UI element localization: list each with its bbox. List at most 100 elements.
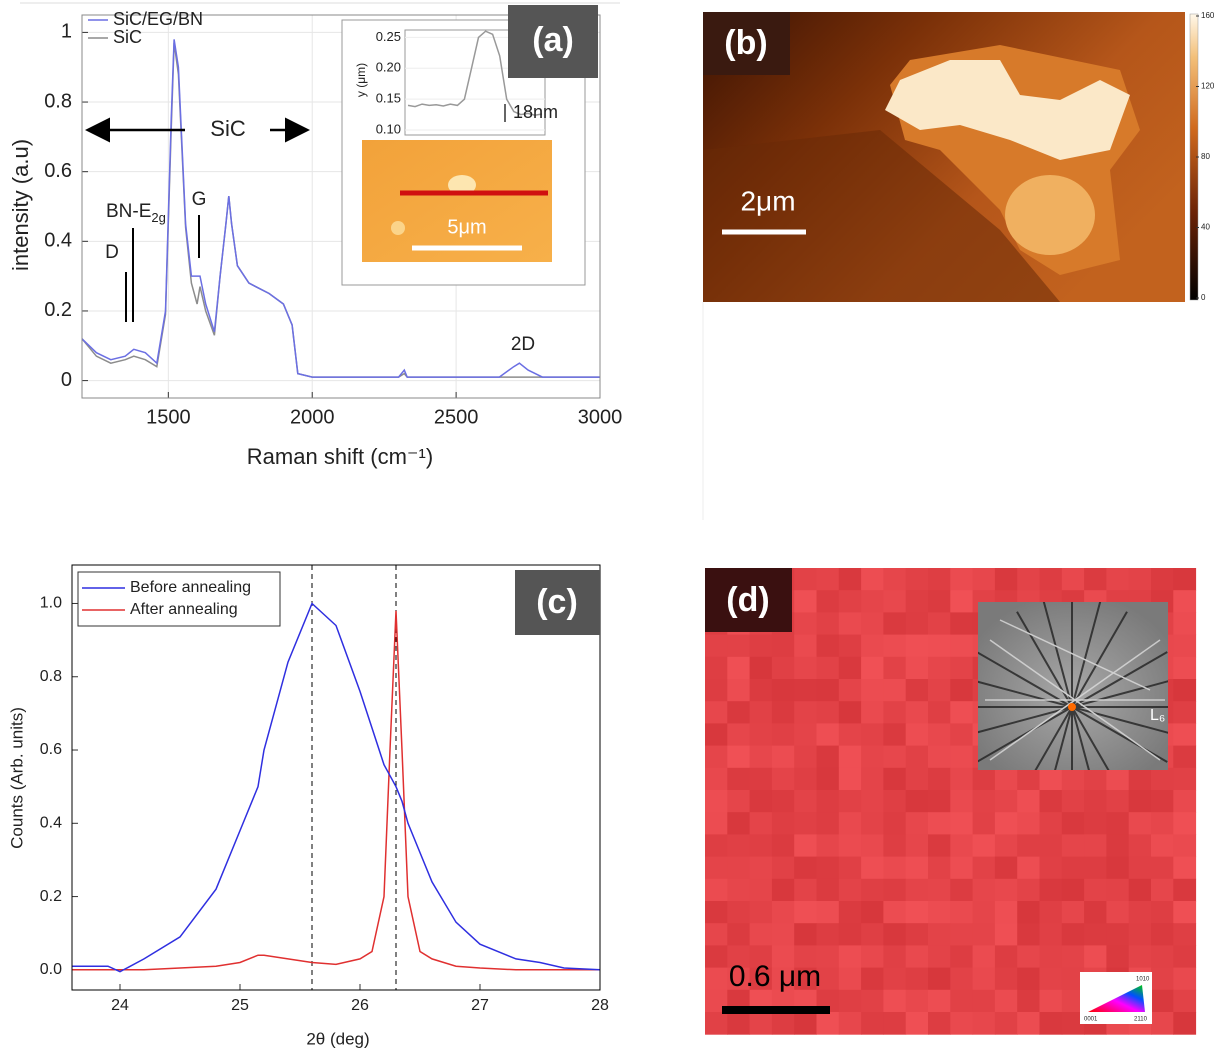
ebsd-pixel — [1106, 901, 1129, 924]
ebsd-pixel — [705, 857, 728, 880]
ebsd-pixel — [928, 812, 951, 835]
ebsd-pixel — [772, 635, 795, 658]
x-tick-label: 2000 — [290, 406, 335, 428]
ebsd-pixel — [1173, 990, 1196, 1013]
ebsd-pixel — [1173, 635, 1196, 658]
x-tick-label: 2500 — [434, 406, 479, 428]
colorbar-label: 40 — [1201, 223, 1210, 232]
ebsd-pixel — [995, 834, 1018, 857]
panel-label: (b) — [724, 24, 767, 62]
ebsd-pixel — [883, 990, 906, 1013]
ebsd-pixel — [705, 834, 728, 857]
y-tick-label: 0.4 — [40, 815, 62, 832]
ebsd-pixel — [794, 768, 817, 791]
ebsd-pixel — [861, 790, 884, 813]
ebsd-pixel — [928, 701, 951, 724]
y-tick-label: 0.10 — [376, 121, 401, 136]
ebsd-pixel — [883, 812, 906, 835]
ebsd-pixel — [772, 723, 795, 746]
ebsd-pixel — [1040, 568, 1063, 591]
ebsd-pixel — [928, 834, 951, 857]
ebsd-pixel — [973, 990, 996, 1013]
x-tick-label: 1500 — [146, 406, 191, 428]
ebsd-pixel — [950, 790, 973, 813]
ebsd-pixel — [995, 768, 1018, 791]
ebsd-pixel — [1084, 768, 1107, 791]
ebsd-pixel — [995, 990, 1018, 1013]
ebsd-pixel — [727, 790, 750, 813]
key-label: 2110 — [1134, 1017, 1148, 1023]
ebsd-pixel — [950, 1012, 973, 1035]
ebsd-pixel — [750, 790, 773, 813]
ebsd-pixel — [1151, 857, 1174, 880]
y-tick-label: 0.15 — [376, 91, 401, 106]
ebsd-pixel — [1017, 568, 1040, 591]
ebsd-pixel — [1173, 590, 1196, 613]
ebsd-pixel — [1040, 1012, 1063, 1035]
x-tick-label: 24 — [111, 997, 129, 1014]
ebsd-pixel — [883, 945, 906, 968]
ebsd-pixel — [995, 1012, 1018, 1035]
ebsd-pixel — [1062, 901, 1085, 924]
ebsd-pixel — [906, 612, 929, 635]
ebsd-pixel — [973, 879, 996, 902]
ebsd-pixel — [906, 679, 929, 702]
ebsd-pixel — [1040, 879, 1063, 902]
ebsd-pixel — [883, 679, 906, 702]
panel-label: (d) — [726, 581, 769, 619]
ebsd-pixel — [817, 679, 840, 702]
ebsd-pixel — [883, 790, 906, 813]
ebsd-pixel — [973, 834, 996, 857]
ebsd-pixel — [883, 768, 906, 791]
ebsd-pixel — [861, 612, 884, 635]
ebsd-pixel — [1084, 901, 1107, 924]
ebsd-pixel — [750, 879, 773, 902]
ebsd-pixel — [839, 879, 862, 902]
ebsd-pixel — [950, 968, 973, 991]
ebsd-pixel — [750, 901, 773, 924]
ebsd-pixel — [1106, 834, 1129, 857]
ebsd-pixel — [1017, 1012, 1040, 1035]
ebsd-pixel — [1040, 857, 1063, 880]
ebsd-pixel — [928, 612, 951, 635]
ebsd-pixel — [906, 746, 929, 769]
ebsd-pixel — [817, 612, 840, 635]
ebsd-pixel — [794, 679, 817, 702]
ebsd-pixel — [727, 923, 750, 946]
ebsd-pixel — [794, 857, 817, 880]
annotation: 2D — [511, 334, 535, 355]
ebsd-pixel — [1129, 857, 1152, 880]
ebsd-pixel — [839, 657, 862, 680]
ebsd-pixel — [861, 812, 884, 835]
pattern-center — [1068, 703, 1076, 711]
ebsd-pixel — [1129, 923, 1152, 946]
ebsd-pixel — [839, 635, 862, 658]
ebsd-pixel — [727, 679, 750, 702]
ebsd-pixel — [1129, 768, 1152, 791]
ebsd-pixel — [772, 857, 795, 880]
ebsd-pixel — [817, 635, 840, 658]
ebsd-pixel — [817, 901, 840, 924]
ebsd-pixel — [772, 923, 795, 946]
ebsd-pixel — [950, 679, 973, 702]
ebsd-pixel — [1151, 834, 1174, 857]
scale-label: 2μm — [740, 185, 795, 216]
ebsd-pixel — [839, 857, 862, 880]
ebsd-pixel — [928, 923, 951, 946]
ebsd-pixel — [950, 812, 973, 835]
ebsd-pixel — [1151, 990, 1174, 1013]
ebsd-pixel — [1106, 879, 1129, 902]
ebsd-pixel — [950, 701, 973, 724]
ebsd-pixel — [750, 812, 773, 835]
ebsd-pixel — [973, 857, 996, 880]
ebsd-pixel — [705, 679, 728, 702]
ebsd-pixel — [1017, 945, 1040, 968]
ebsd-pixel — [750, 857, 773, 880]
ebsd-pixel — [1151, 790, 1174, 813]
ebsd-pixel — [705, 812, 728, 835]
ebsd-pixel — [1173, 945, 1196, 968]
ebsd-pixel — [1129, 790, 1152, 813]
x-tick-label: 28 — [591, 997, 609, 1014]
ebsd-pixel — [772, 834, 795, 857]
ebsd-pixel — [1151, 945, 1174, 968]
